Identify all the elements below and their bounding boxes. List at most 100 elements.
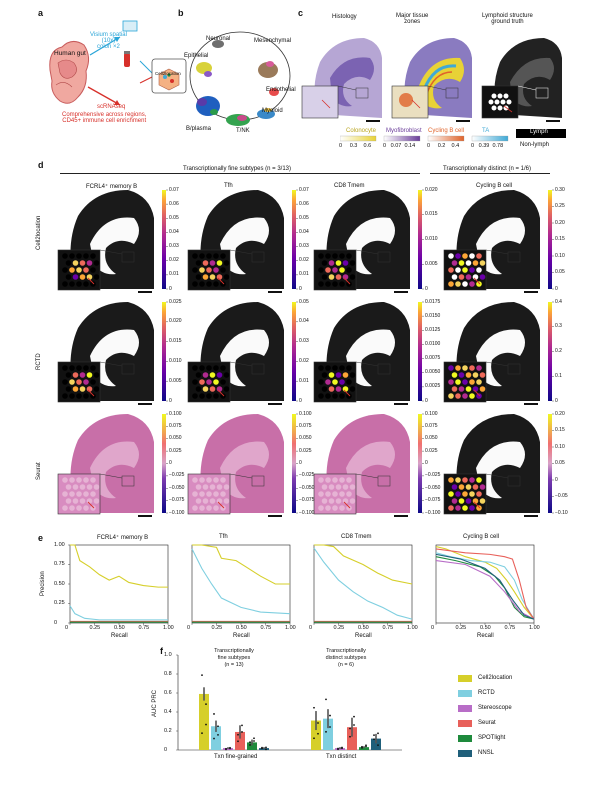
inset-connector (485, 473, 509, 479)
inset-arrow (217, 277, 225, 285)
inset-spot (76, 379, 82, 385)
inset-arrow (473, 501, 481, 509)
spatial-map (57, 190, 154, 293)
legend-name-colonocyte: Colonocyte (346, 128, 377, 134)
inset-source-box (377, 363, 391, 375)
tick: 0.39 (478, 143, 490, 149)
inset-spot (318, 365, 324, 371)
inset-spot (69, 379, 75, 385)
inset-spot (62, 505, 68, 511)
pr-curve-seu (435, 548, 535, 620)
inset-spot (223, 386, 230, 392)
inset-spot (202, 274, 209, 280)
tissue-histology (301, 36, 384, 122)
inset-spot (321, 498, 328, 504)
umap-label-bplasma: B/plasma (186, 126, 212, 132)
data-point (253, 740, 255, 742)
tick: 0.14 (404, 143, 416, 149)
data-point (317, 732, 319, 735)
legend-name-myofibroblast: Myofibroblast (386, 128, 422, 134)
colorbar (548, 190, 552, 289)
inset-spot (83, 505, 89, 511)
data-point (213, 713, 215, 715)
umap-cluster-tnk (226, 114, 250, 126)
inset-source-box (507, 475, 521, 487)
inset-connector (99, 361, 123, 367)
spatial-map (443, 190, 540, 293)
legend-swatch (458, 735, 472, 742)
inset-spot (192, 365, 198, 371)
colorbar (162, 414, 166, 513)
legend-swatch (458, 690, 472, 697)
inset-source-box (251, 475, 265, 487)
legend-swatch (458, 675, 472, 682)
inset-spot (462, 477, 468, 483)
inset-spot (213, 491, 219, 497)
c-title-zones-1: Major tissue (396, 13, 429, 19)
inset-spot (220, 379, 226, 385)
data-point (349, 727, 351, 730)
tick: 0.2 (437, 143, 446, 149)
inset-spot (462, 267, 468, 273)
inset-source-box (251, 363, 265, 375)
inset-spot (62, 477, 68, 483)
group-fine-title: Transcriptionally fine subtypes (n = 3/1… (180, 166, 294, 172)
inset-spot (465, 274, 472, 280)
inset-spot (448, 253, 454, 259)
c-title-lymph: Lymphoid structure ground truth (482, 13, 533, 25)
data-point (313, 706, 315, 709)
tissue-lumen (476, 329, 525, 387)
inset-spot (220, 365, 226, 371)
inset-spot (206, 253, 212, 259)
inset-source-box (377, 251, 391, 263)
inset-spot (328, 274, 335, 280)
inset-spot (90, 505, 96, 511)
c-title-histology: Histology (332, 14, 357, 20)
colorbar (418, 302, 422, 401)
data-point (329, 714, 331, 717)
colorbar (418, 190, 422, 289)
inset-spot (199, 505, 205, 511)
inset-spot (476, 253, 482, 259)
inset-spot (202, 386, 209, 392)
visium-arrow (89, 36, 121, 56)
inset-source-box (377, 475, 391, 487)
inset-spot (206, 393, 212, 399)
inset-spot (192, 393, 198, 399)
data-point (213, 737, 215, 740)
inset-spot (458, 260, 465, 266)
inset-spot (325, 505, 331, 511)
inset-spot (199, 477, 205, 483)
inset-connector (485, 249, 509, 255)
inset-spot (220, 393, 226, 399)
inset-spot (90, 365, 96, 371)
inset-spot (62, 253, 68, 259)
data-point (201, 674, 203, 677)
inset-spot (332, 393, 338, 399)
inset-spot (93, 260, 100, 266)
inset-spot (69, 365, 75, 371)
inset-spot (192, 267, 198, 273)
inset-spot (325, 267, 331, 273)
spatial-map (187, 302, 284, 405)
inset-spot (195, 484, 202, 490)
colorbar (548, 414, 552, 513)
inset-spot (339, 491, 345, 497)
inset-spot (339, 505, 345, 511)
tissue-lumen (220, 217, 269, 275)
inset-spot (462, 505, 468, 511)
inset-spot (476, 477, 482, 483)
inset-spot (342, 484, 349, 490)
inset-spot (335, 274, 342, 280)
inset-spot (448, 267, 454, 273)
data-point (365, 745, 367, 748)
inset-spot (93, 484, 100, 490)
umap-label-myeloid: Myeloid (262, 108, 283, 114)
colorbar (418, 414, 422, 513)
inset-spot (448, 281, 454, 287)
inset-spot (448, 491, 454, 497)
scale-bar (394, 515, 408, 517)
inset-spot (86, 260, 93, 266)
umap-cluster-epithelial (196, 62, 212, 77)
inset-arrow (217, 501, 225, 509)
